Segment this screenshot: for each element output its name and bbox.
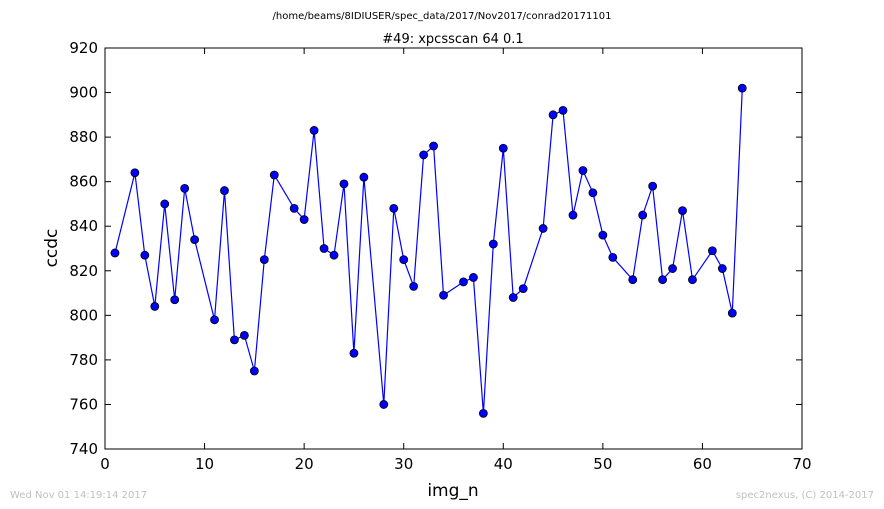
- series-points: [110, 83, 747, 418]
- x-tick-label: 30: [394, 455, 413, 473]
- data-point: [439, 290, 448, 300]
- x-tick-label: 40: [494, 455, 513, 473]
- data-point: [180, 183, 190, 193]
- data-point: [548, 110, 558, 120]
- data-point: [648, 181, 658, 191]
- data-point: [329, 250, 339, 260]
- data-point: [130, 168, 140, 178]
- data-point: [110, 248, 120, 258]
- series-line: [114, 88, 743, 414]
- data-point: [399, 255, 409, 265]
- data-point: [160, 199, 170, 209]
- data-point: [558, 105, 568, 115]
- path-title: /home/beams/8IDIUSER/spec_data/2017/Nov2…: [273, 11, 612, 22]
- data-point: [230, 335, 239, 345]
- data-point: [170, 295, 180, 305]
- data-point: [190, 235, 200, 244]
- data-point: [299, 215, 309, 224]
- x-tick-label: 0: [100, 455, 110, 473]
- plot-frame: [104, 47, 803, 450]
- data-point: [498, 143, 508, 153]
- y-tick-label: 900: [69, 84, 98, 102]
- data-point: [598, 230, 608, 240]
- data-point: [309, 126, 319, 135]
- data-point: [608, 253, 618, 262]
- y-axis-label: ccdc: [42, 229, 62, 268]
- data-point: [678, 206, 687, 216]
- data-point: [568, 210, 578, 220]
- data-point: [150, 302, 160, 311]
- data-point: [578, 166, 588, 175]
- y-tick-label: 800: [69, 306, 98, 324]
- y-tick-label: 880: [69, 128, 98, 146]
- data-point: [419, 150, 429, 160]
- data-point: [140, 250, 150, 260]
- data-point: [688, 275, 697, 285]
- y-axis: 740 760 780 800 820 840 860 880 900 920: [69, 39, 802, 458]
- data-point: [469, 273, 478, 282]
- data-point: [459, 277, 468, 287]
- data-point: [638, 210, 648, 220]
- data-point: [478, 408, 488, 418]
- y-tick-label: 740: [69, 440, 98, 458]
- data-point: [220, 186, 229, 195]
- data-point: [239, 330, 249, 340]
- data-point: [269, 170, 279, 180]
- x-tick-label: 10: [195, 455, 214, 473]
- data-point: [359, 172, 369, 182]
- data-point: [518, 284, 528, 294]
- data-point: [588, 188, 598, 198]
- data-point: [289, 203, 299, 213]
- data-point: [379, 400, 389, 409]
- data-point: [429, 141, 438, 151]
- data-point: [717, 264, 727, 273]
- x-axis-label: img_n: [427, 481, 478, 501]
- y-tick-label: 760: [69, 395, 98, 413]
- x-tick-label: 70: [792, 455, 811, 473]
- data-point: [707, 246, 717, 256]
- data-point: [339, 179, 349, 189]
- x-tick-label: 60: [693, 455, 712, 473]
- data-point: [658, 275, 667, 285]
- data-point: [210, 315, 219, 325]
- data-point: [409, 281, 419, 291]
- chart-title: #49: xpcsscan 64 0.1: [382, 32, 523, 47]
- y-tick-label: 820: [69, 262, 98, 280]
- data-point: [488, 239, 498, 249]
- data-point: [508, 293, 518, 302]
- data-point: [349, 348, 359, 358]
- data-point: [668, 264, 677, 273]
- data-point: [727, 308, 737, 318]
- data-point: [389, 203, 399, 213]
- data-point: [249, 366, 259, 376]
- data-point: [538, 224, 548, 233]
- y-tick-label: 780: [69, 351, 98, 369]
- data-point: [628, 275, 638, 285]
- footer-credit: spec2nexus, (C) 2014-2017: [736, 490, 874, 501]
- data-point: [319, 244, 329, 253]
- x-tick-label: 20: [295, 455, 314, 473]
- y-tick-label: 840: [69, 217, 98, 235]
- data-point: [259, 255, 269, 265]
- x-axis: 0 10 20 30 40 50 60 70: [100, 48, 812, 473]
- data-point: [737, 83, 747, 93]
- y-tick-label: 920: [69, 39, 98, 57]
- y-tick-label: 860: [69, 173, 98, 191]
- x-tick-label: 50: [593, 455, 612, 473]
- footer-timestamp: Wed Nov 01 14:19:14 2017: [10, 490, 147, 501]
